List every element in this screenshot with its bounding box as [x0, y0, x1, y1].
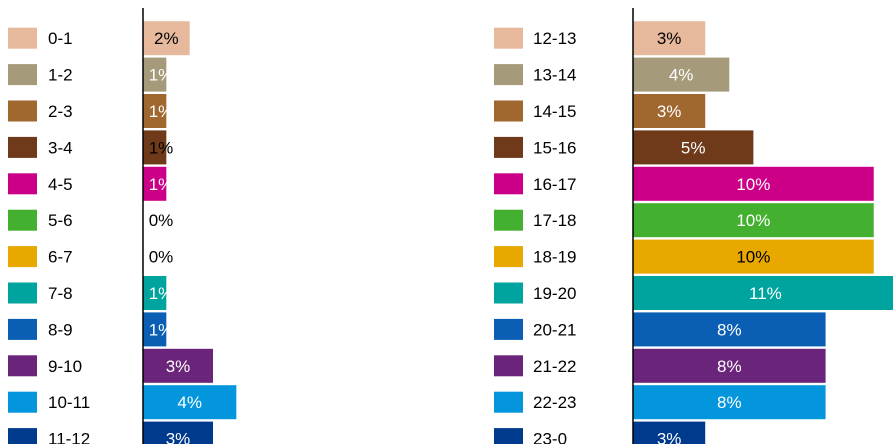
bar-data-label: 11%	[749, 284, 782, 303]
legend-label: 22-23	[533, 393, 576, 412]
legend-swatch	[494, 428, 523, 444]
legend-label: 18-19	[533, 248, 576, 267]
bar	[633, 57, 730, 92]
bar	[633, 21, 706, 56]
legend-label: 23-0	[533, 430, 567, 444]
bar-data-label: 4%	[669, 66, 694, 85]
legend-label: 5-6	[48, 211, 73, 230]
bar-data-label: 1%	[149, 66, 174, 85]
legend-swatch	[8, 27, 37, 49]
bar	[633, 348, 826, 383]
legend-label: 6-7	[48, 248, 73, 267]
bar-data-label: 1%	[149, 138, 174, 157]
bar-data-label: 10%	[736, 248, 770, 267]
legend-swatch	[494, 282, 523, 304]
legend-label: 1-2	[48, 66, 73, 85]
bar	[143, 166, 167, 201]
bar-data-label: 1%	[149, 320, 174, 339]
bar	[143, 276, 167, 310]
bar	[143, 21, 190, 56]
legend-swatch	[494, 100, 523, 122]
legend-swatch	[8, 173, 37, 195]
legend-label: 20-21	[533, 320, 576, 339]
bar	[143, 94, 167, 128]
bar-data-label: 3%	[657, 102, 682, 121]
legend-swatch	[8, 391, 37, 413]
legend-label: 9-10	[48, 357, 82, 376]
bar	[143, 130, 167, 165]
legend-swatch	[8, 246, 37, 268]
bar-data-label: 3%	[166, 357, 191, 376]
legend-label: 2-3	[48, 102, 73, 121]
legend-swatch	[494, 355, 523, 377]
legend-label: 13-14	[533, 66, 576, 85]
legend-swatch	[8, 318, 37, 340]
bar-data-label: 5%	[681, 138, 706, 157]
legend-swatch	[8, 355, 37, 377]
bar-data-label: 0%	[149, 248, 174, 267]
bar	[143, 312, 167, 347]
bar	[633, 312, 826, 347]
bar	[633, 239, 874, 274]
bar-data-label: 10%	[736, 175, 770, 194]
bar-data-label: 8%	[717, 320, 742, 339]
bar-data-label: 3%	[657, 29, 682, 48]
bar-data-label: 4%	[177, 393, 202, 412]
legend-swatch	[494, 318, 523, 340]
bar-data-label: 0%	[149, 211, 174, 230]
legend-swatch	[8, 209, 37, 231]
bar	[633, 166, 874, 201]
bar-data-label: 2%	[154, 29, 179, 48]
bar	[143, 421, 213, 444]
bar	[143, 385, 237, 420]
bar-data-label: 1%	[149, 102, 174, 121]
legend-swatch	[494, 391, 523, 413]
legend-label: 4-5	[48, 175, 73, 194]
legend-swatch	[494, 173, 523, 195]
bar-data-label: 10%	[736, 211, 770, 230]
bar	[633, 203, 874, 238]
bar	[633, 385, 826, 420]
legend-label: 17-18	[533, 211, 576, 230]
bar-data-label: 8%	[717, 357, 742, 376]
legend-swatch	[8, 64, 37, 86]
bar	[143, 348, 213, 383]
bar-data-label: 8%	[717, 393, 742, 412]
legend-label: 15-16	[533, 138, 576, 157]
legend-label: 21-22	[533, 357, 576, 376]
legend-swatch	[8, 136, 37, 158]
legend-label: 3-4	[48, 138, 73, 157]
legend-swatch	[494, 209, 523, 231]
legend-swatch	[8, 100, 37, 122]
bar	[633, 276, 893, 310]
bar	[633, 130, 754, 165]
bar	[143, 57, 167, 92]
legend-label: 8-9	[48, 320, 73, 339]
legend-label: 19-20	[533, 284, 576, 303]
legend-swatch	[8, 428, 37, 444]
legend-label: 14-15	[533, 102, 576, 121]
bar	[633, 94, 706, 128]
legend-label: 12-13	[533, 29, 576, 48]
legend-label: 7-8	[48, 284, 73, 303]
bar-data-label: 1%	[149, 284, 174, 303]
bar-data-label: 3%	[166, 430, 191, 444]
legend-label: 0-1	[48, 29, 73, 48]
legend-label: 11-12	[48, 430, 90, 444]
legend-swatch	[8, 282, 37, 304]
legend-swatch	[494, 64, 523, 86]
legend-swatch	[494, 27, 523, 49]
legend-label: 16-17	[533, 175, 576, 194]
legend-swatch	[494, 136, 523, 158]
bar-data-label: 1%	[149, 175, 174, 194]
legend-label: 10-11	[48, 393, 90, 412]
bar-data-label: 3%	[657, 430, 682, 444]
bar	[633, 421, 706, 444]
legend-swatch	[494, 246, 523, 268]
